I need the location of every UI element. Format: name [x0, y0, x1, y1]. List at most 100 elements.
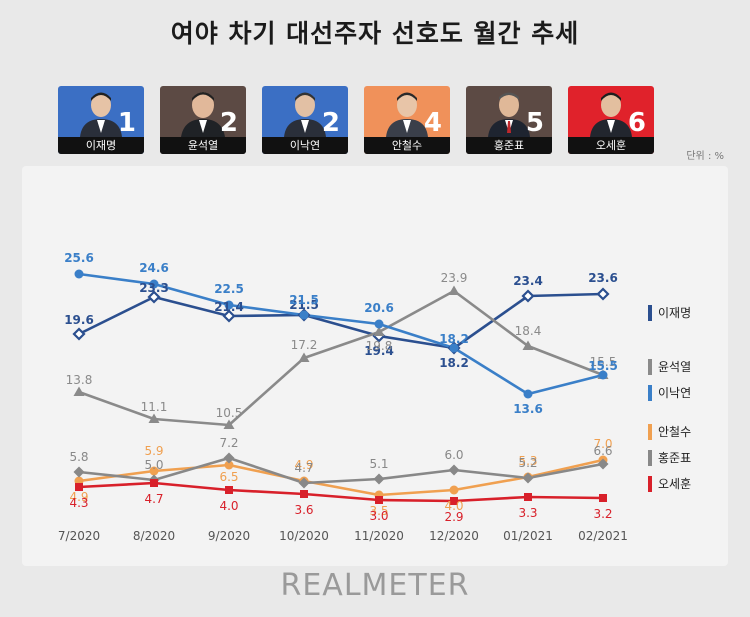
data-point-lee-jaemyung — [72, 327, 86, 341]
series-line-yoon-seokyeol — [78, 289, 604, 427]
x-tick-label: 11/2020 — [354, 529, 404, 543]
data-label-ahn-cheolsoo: 4.9 — [69, 490, 88, 504]
x-tick-label: 01/2021 — [503, 529, 553, 543]
data-point-lee-jaemyung — [521, 289, 535, 303]
candidate-card-4: 4 안철수 — [364, 86, 450, 154]
data-label-yoon-seokyeol: 17.2 — [291, 338, 318, 352]
legend-item-ahn-cheolsoo: 안철수 — [648, 422, 691, 442]
legend-label: 윤석열 — [658, 360, 692, 374]
legend-swatch — [648, 385, 652, 401]
data-point-yoon-seokyeol — [73, 386, 85, 396]
data-point-hong-junpyo — [597, 458, 609, 470]
data-label-lee-jaemyung: 21.4 — [214, 300, 244, 314]
data-point-oh-sehoon — [75, 483, 83, 491]
data-label-oh-sehoon: 3.0 — [369, 509, 388, 523]
data-label-oh-sehoon: 4.3 — [69, 496, 88, 510]
data-label-hong-junpyo: 6.0 — [444, 448, 463, 462]
data-label-yoon-seokyeol: 18.4 — [515, 324, 542, 338]
data-point-hong-junpyo — [373, 473, 385, 485]
candidate-card-3: 2 이낙연 — [262, 86, 348, 154]
legend-item-yoon-seokyeol: 윤석열 — [648, 357, 691, 377]
chart-title: 여야 차기 대선주자 선호도 월간 추세 — [170, 19, 580, 48]
legend-swatch — [648, 424, 652, 440]
data-label-lee-nakyon: 25.6 — [64, 251, 94, 265]
x-tick-label: 9/2020 — [208, 529, 250, 543]
data-point-lee-nakyon — [598, 370, 608, 380]
data-point-oh-sehoon — [450, 497, 458, 505]
rank-number: 2 — [321, 108, 340, 138]
data-point-ahn-cheolsoo — [224, 460, 234, 470]
data-label-hong-junpyo: 5.2 — [518, 456, 537, 470]
legend-label: 안철수 — [658, 425, 692, 439]
candidate-name: 홍준표 — [466, 137, 552, 154]
data-label-lee-nakyon: 15.5 — [588, 359, 618, 373]
legend-item-hong-junpyo: 홍준표 — [648, 448, 691, 468]
data-label-hong-junpyo: 5.0 — [144, 458, 163, 472]
legend-item-lee-jaemyung: 이재명 — [648, 303, 691, 323]
data-label-lee-jaemyung: 19.4 — [364, 344, 394, 358]
legend-item-lee-nakyon: 이낙연 — [648, 383, 691, 403]
data-point-oh-sehoon — [150, 479, 158, 487]
data-label-lee-jaemyung: 23.3 — [139, 281, 169, 295]
legend-label: 이재명 — [658, 306, 692, 320]
data-label-lee-nakyon: 21.5 — [289, 293, 319, 307]
rank-number: 6 — [627, 108, 646, 138]
portrait-icon — [284, 92, 326, 137]
legend-swatch — [648, 305, 652, 321]
candidate-card-1: 1 이재명 — [58, 86, 144, 154]
data-label-hong-junpyo: 5.1 — [369, 457, 388, 471]
x-tick-label: 02/2021 — [578, 529, 628, 543]
x-tick-label: 12/2020 — [429, 529, 479, 543]
candidate-card-2: 2 윤석열 — [160, 86, 246, 154]
data-label-ahn-cheolsoo: 6.5 — [219, 470, 238, 484]
data-label-ahn-cheolsoo: 7.0 — [593, 437, 612, 451]
series-line-oh-sehoon — [78, 481, 604, 503]
portrait-icon — [80, 92, 122, 137]
candidate-card-6: 6 오세훈 — [568, 86, 654, 154]
data-point-oh-sehoon — [300, 490, 308, 498]
series-line-ahn-cheolsoo — [78, 458, 604, 497]
series-line-lee-nakyon — [78, 272, 604, 396]
data-point-ahn-cheolsoo — [449, 485, 459, 495]
data-point-oh-sehoon — [524, 493, 532, 501]
data-label-oh-sehoon: 4.7 — [144, 492, 163, 506]
data-label-hong-junpyo: 6.6 — [593, 444, 612, 458]
portrait-icon — [386, 92, 428, 137]
rank-number: 2 — [219, 108, 238, 138]
portrait-icon — [181, 92, 225, 137]
series-line-lee-jaemyung — [78, 292, 604, 350]
data-point-lee-jaemyung — [222, 309, 236, 323]
series-line-hong-junpyo — [78, 456, 604, 485]
data-label-ahn-cheolsoo: 4.0 — [444, 499, 463, 513]
candidate-name: 이재명 — [58, 137, 144, 154]
data-label-lee-nakyon: 18.2 — [439, 332, 469, 346]
data-label-hong-junpyo: 7.2 — [219, 436, 238, 450]
legend-swatch — [648, 359, 652, 375]
data-label-lee-nakyon: 24.6 — [139, 261, 169, 275]
data-label-oh-sehoon: 3.6 — [294, 503, 313, 517]
brand-logo: REALMETER — [280, 568, 470, 603]
candidate-name: 안철수 — [364, 137, 450, 154]
data-point-lee-nakyon — [149, 279, 159, 289]
data-label-oh-sehoon: 3.2 — [593, 507, 612, 521]
data-point-lee-nakyon — [224, 300, 234, 310]
data-point-hong-junpyo — [522, 472, 534, 484]
legend-swatch — [648, 476, 652, 492]
data-label-hong-junpyo: 4.7 — [294, 461, 313, 475]
rank-number: 4 — [423, 108, 442, 138]
data-label-lee-jaemyung: 23.6 — [588, 271, 618, 285]
data-point-oh-sehoon — [375, 496, 383, 504]
candidate-name: 윤석열 — [160, 137, 246, 154]
data-point-lee-jaemyung — [147, 290, 161, 304]
data-label-oh-sehoon: 3.3 — [518, 506, 537, 520]
x-tick-label: 10/2020 — [279, 529, 329, 543]
data-label-yoon-seokyeol: 11.1 — [141, 400, 168, 414]
x-tick-label: 8/2020 — [133, 529, 175, 543]
data-point-lee-nakyon — [299, 310, 309, 320]
data-point-yoon-seokyeol — [148, 413, 160, 423]
data-point-lee-nakyon — [74, 269, 84, 279]
data-point-lee-nakyon — [449, 343, 459, 353]
legend-label: 홍준표 — [658, 451, 692, 465]
portrait-icon — [488, 92, 530, 137]
